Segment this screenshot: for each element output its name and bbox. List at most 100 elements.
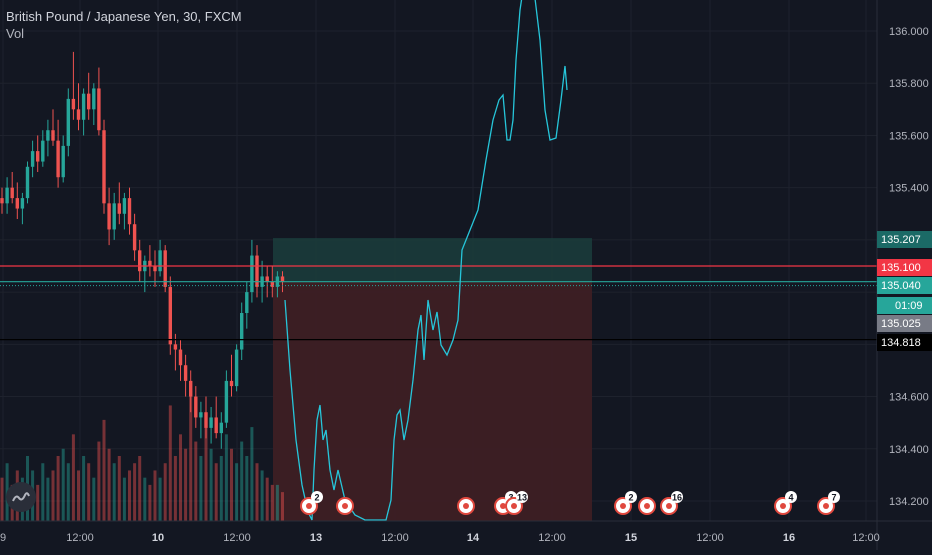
price-label-text: 134.818 xyxy=(881,337,921,349)
volume-bar xyxy=(270,484,274,521)
event-dot xyxy=(644,503,650,509)
volume-bar xyxy=(36,484,40,521)
volume-bar xyxy=(153,470,157,521)
candle xyxy=(112,192,116,240)
candle-body xyxy=(270,281,274,287)
volume-bar xyxy=(61,448,65,521)
candle-body xyxy=(25,166,30,199)
economic-event-marker[interactable]: 7 xyxy=(817,491,840,515)
time-tick-label: 13 xyxy=(310,532,322,544)
symbol-title[interactable]: British Pound / Japanese Yen, 30, FXCM xyxy=(6,9,242,24)
candle xyxy=(178,339,183,381)
candle xyxy=(255,245,259,298)
event-dot xyxy=(511,503,517,509)
economic-event-marker[interactable]: 13 xyxy=(505,491,528,515)
candle-body xyxy=(204,412,208,428)
candle xyxy=(41,130,45,167)
event-badge xyxy=(311,491,323,503)
price-tick-label: 135.400 xyxy=(889,183,929,195)
candle-body xyxy=(132,224,137,251)
volume-bar xyxy=(168,405,172,521)
price-label-black-line[interactable]: 134.818 xyxy=(877,334,932,351)
volume-bar xyxy=(56,456,60,521)
volume-bar xyxy=(260,470,264,521)
price-label-bg xyxy=(877,297,932,314)
candle-body xyxy=(183,365,188,381)
volume-bar xyxy=(173,456,177,521)
volume-bar xyxy=(122,477,126,521)
event-badge xyxy=(516,491,528,503)
volume-bar xyxy=(51,470,55,521)
candle-body xyxy=(158,250,162,272)
time-tick-label: 12:00 xyxy=(66,532,94,544)
time-tick-label: 12:00 xyxy=(538,532,566,544)
candle xyxy=(250,239,254,303)
price-label-countdown[interactable]: 01:09 xyxy=(877,297,932,314)
candle-body xyxy=(51,130,55,141)
volume-bar xyxy=(117,456,121,521)
tradingview-logo-icon[interactable] xyxy=(6,482,36,512)
volume-bar xyxy=(128,470,131,521)
candle-body xyxy=(97,88,101,131)
projection-path[interactable] xyxy=(284,0,568,521)
price-label-target[interactable]: 135.207 xyxy=(877,231,932,248)
stop-zone[interactable] xyxy=(273,281,592,521)
candle-body xyxy=(46,130,50,141)
candle xyxy=(102,119,106,214)
candle-body xyxy=(81,93,86,120)
price-label-gray[interactable]: 135.025 xyxy=(877,315,932,332)
price-label-bg xyxy=(877,334,932,351)
economic-event-marker[interactable] xyxy=(638,497,656,515)
volume-bar xyxy=(265,477,269,521)
candle-body xyxy=(102,130,106,204)
economic-event-marker[interactable]: 2 xyxy=(614,491,637,515)
target-zone[interactable] xyxy=(273,238,592,282)
candle xyxy=(240,302,244,360)
event-badge-count: 16 xyxy=(672,493,682,503)
candle-body xyxy=(71,98,76,110)
candle-body xyxy=(122,198,127,214)
candle xyxy=(122,192,127,230)
price-label-red-line[interactable]: 135.100 xyxy=(877,259,932,276)
volume-indicator-label[interactable]: Vol xyxy=(6,26,25,41)
candle-body xyxy=(107,203,111,230)
volume-bar xyxy=(275,484,279,521)
price-label-last[interactable]: 135.040 xyxy=(877,277,932,294)
event-dot xyxy=(823,503,829,509)
volume-bar xyxy=(189,391,193,521)
candle-body xyxy=(255,255,259,287)
candle-body xyxy=(229,380,234,387)
economic-event-marker[interactable] xyxy=(336,497,354,515)
candle-body xyxy=(92,88,96,110)
candle xyxy=(214,396,218,439)
time-tick-label: 15 xyxy=(625,532,637,544)
event-dot xyxy=(342,503,348,509)
volume-bar xyxy=(66,463,70,521)
candle-body xyxy=(168,286,172,345)
candle xyxy=(51,109,55,146)
candle xyxy=(183,354,188,397)
price-tick-label: 135.800 xyxy=(889,78,929,90)
economic-event-marker[interactable]: 2 xyxy=(300,491,323,515)
economic-event-marker[interactable]: 16 xyxy=(660,491,683,515)
volume-bar xyxy=(112,463,116,521)
volume-bar xyxy=(102,419,106,521)
event-badge-count: 3 xyxy=(508,493,513,503)
volume-bar xyxy=(199,456,203,521)
volume-bar xyxy=(204,427,208,521)
economic-event-marker[interactable]: 4 xyxy=(774,491,797,515)
candle xyxy=(138,239,142,282)
economic-event-marker[interactable] xyxy=(457,497,475,515)
logo-mark-icon xyxy=(12,492,30,502)
price-label-text: 135.100 xyxy=(881,262,921,274)
event-badge-count: 7 xyxy=(831,493,836,503)
candle xyxy=(46,119,50,157)
price-label-text: 01:09 xyxy=(895,300,923,312)
volume-bar xyxy=(107,448,111,521)
candle-body xyxy=(56,140,60,178)
candle xyxy=(66,88,70,157)
price-tick-label: 135.600 xyxy=(889,130,929,142)
candle-body xyxy=(61,145,65,178)
